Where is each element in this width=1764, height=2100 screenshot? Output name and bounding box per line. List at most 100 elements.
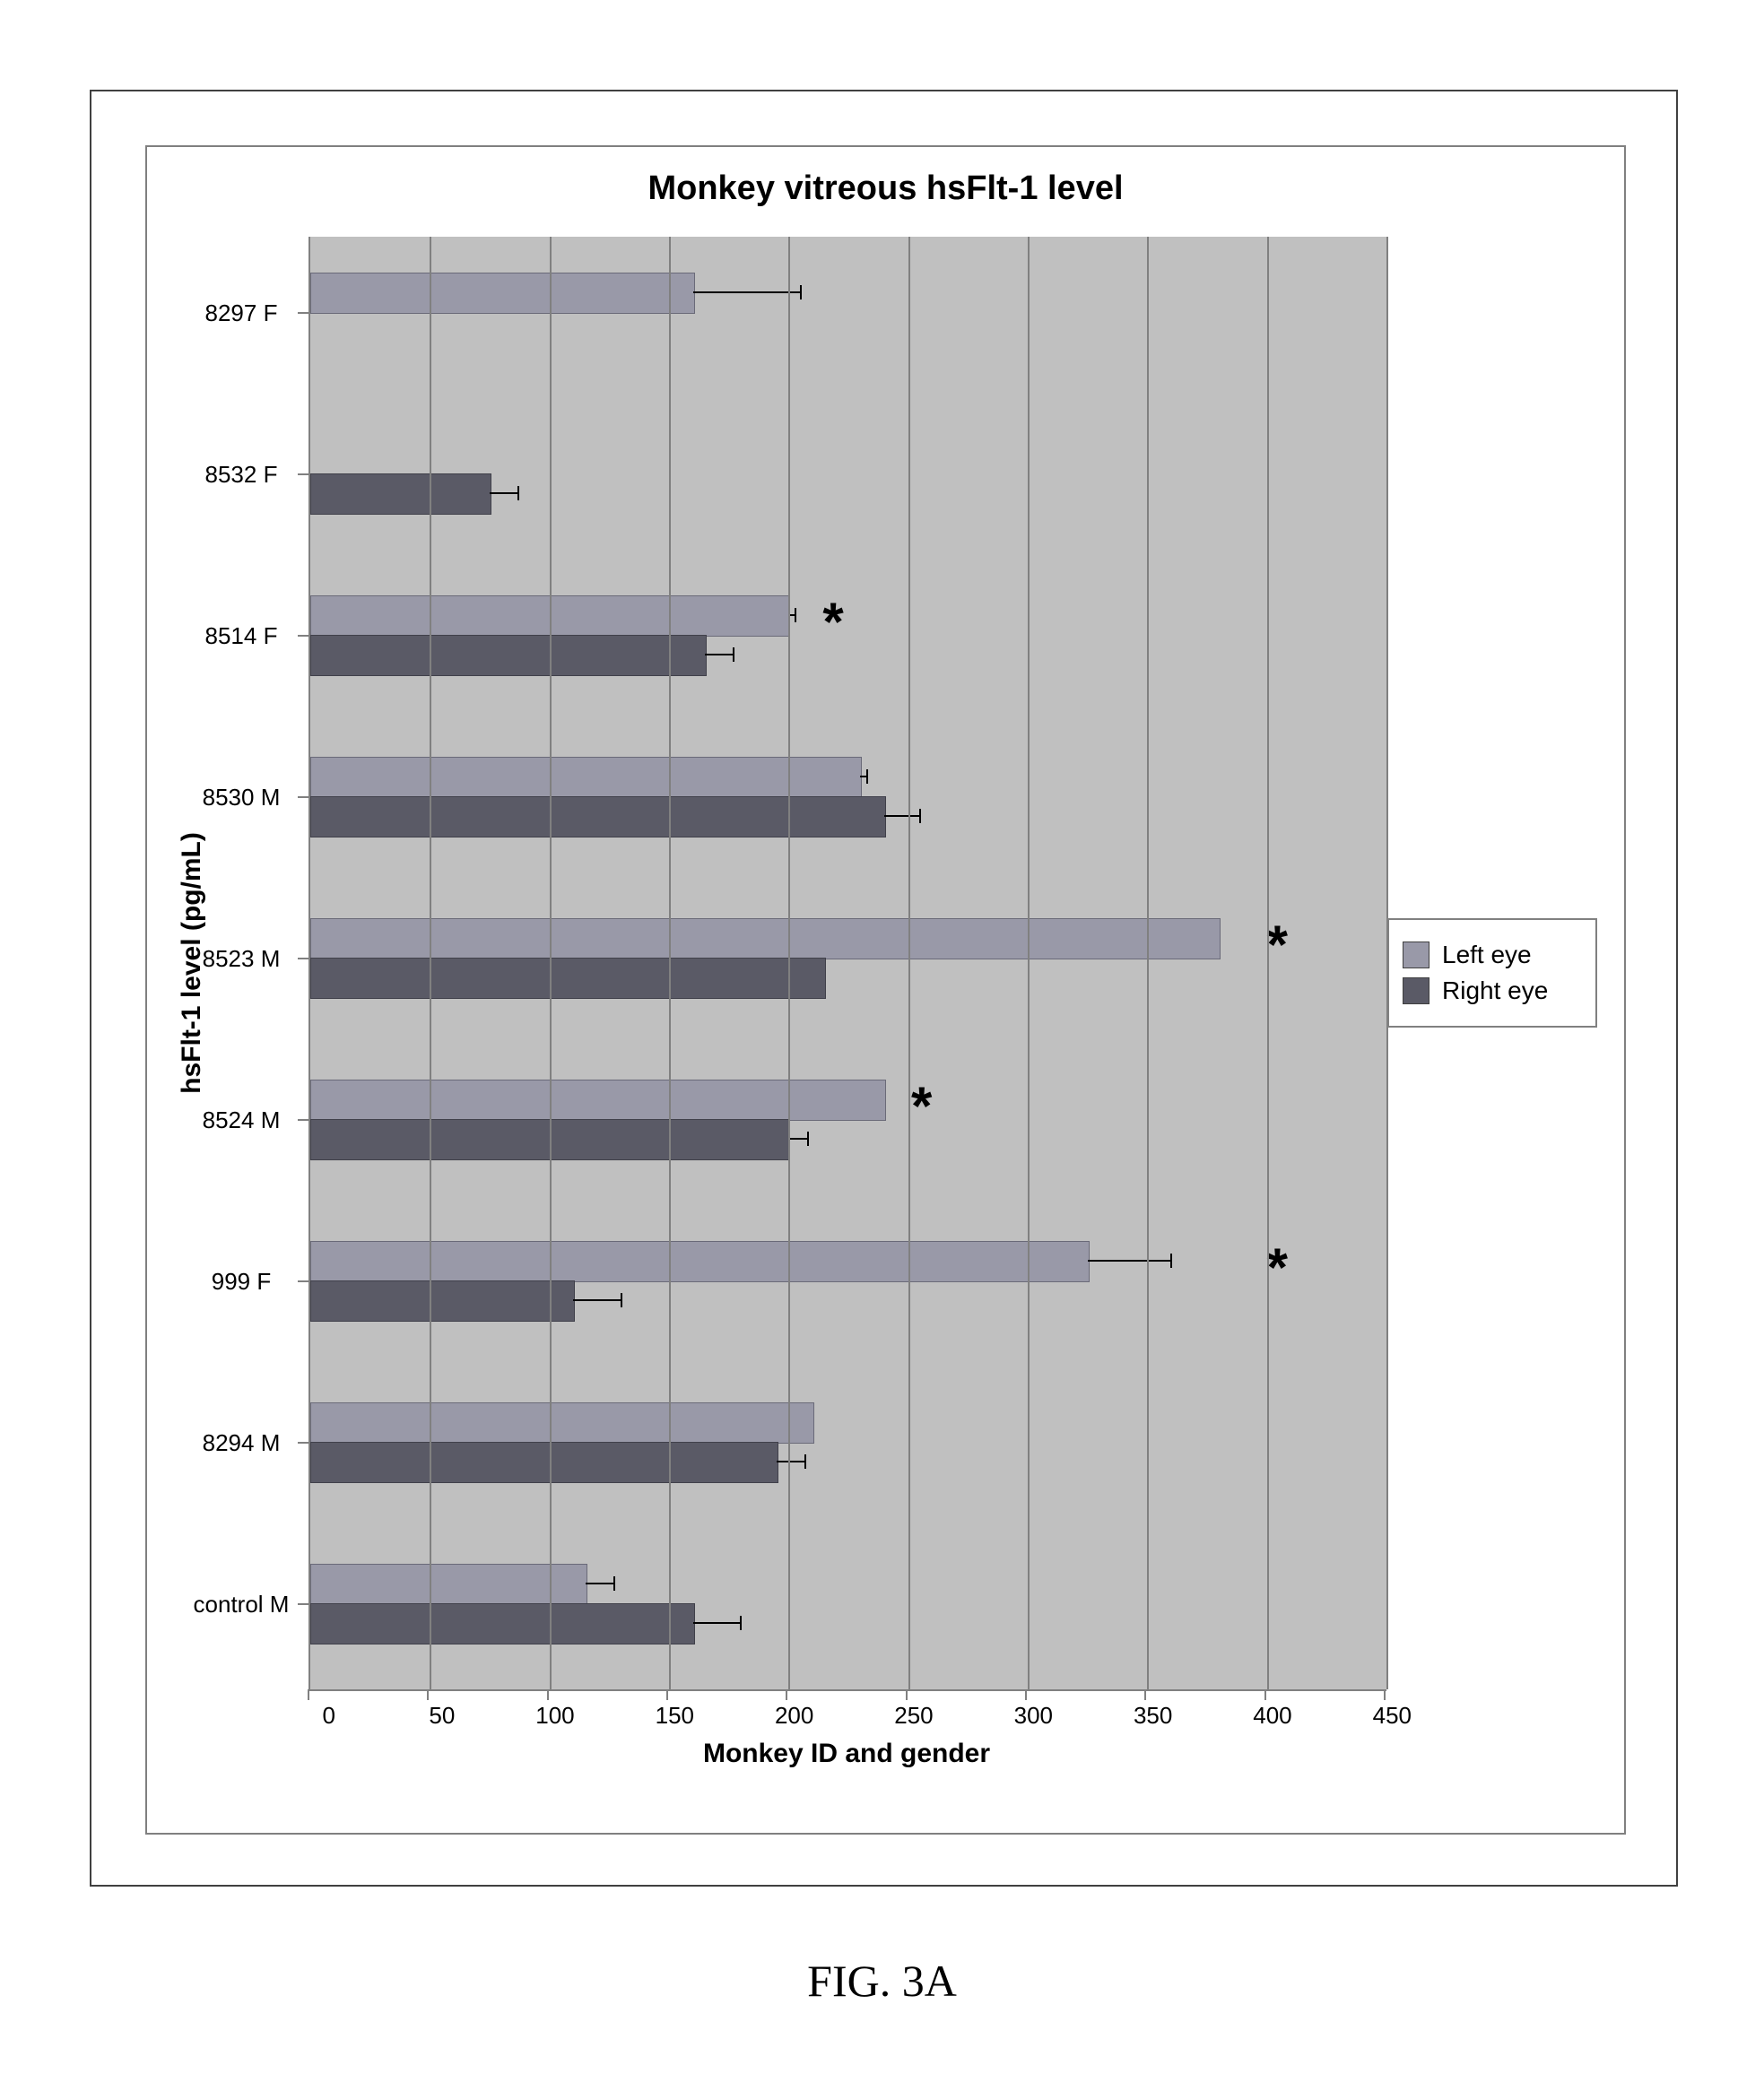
bar-left-eye [310, 918, 1221, 959]
y-tick [786, 1689, 787, 1700]
significance-asterisk: * [822, 595, 843, 649]
error-bar [490, 492, 518, 494]
y-tick-label: 150 [640, 1702, 694, 1730]
category-label: 8514 F [187, 622, 295, 650]
gridline [1028, 237, 1030, 1689]
legend-label-right-eye: Right eye [1442, 976, 1548, 1005]
y-tick [1264, 1689, 1266, 1700]
category-label: 8523 M [187, 945, 295, 973]
page: Monkey vitreous hsFlt-1 level hsFlt-1 le… [0, 0, 1764, 2100]
error-bar [573, 1299, 621, 1301]
category-tick [298, 473, 308, 475]
error-bar [777, 1461, 805, 1462]
error-bar-cap [740, 1616, 742, 1630]
gridline [1147, 237, 1149, 1689]
bar-right-eye [310, 473, 491, 515]
error-bar-cap [1170, 1254, 1172, 1268]
bar-right-eye [310, 1442, 778, 1483]
category-tick [298, 796, 308, 798]
plot-area: * * * * [308, 237, 1386, 1691]
legend-item-right-eye: Right eye [1403, 976, 1582, 1005]
significance-asterisk: * [911, 1080, 932, 1133]
bar-right-eye [310, 635, 707, 676]
category-tick [298, 1603, 308, 1605]
category-tick [298, 1119, 308, 1121]
category-tick [298, 958, 308, 959]
legend-item-left-eye: Left eye [1403, 941, 1582, 969]
category-tick [298, 635, 308, 637]
significance-asterisk: * [1267, 918, 1288, 972]
y-tick-label: 300 [999, 1702, 1053, 1730]
error-bar-cap [795, 608, 796, 622]
chart-container: Monkey vitreous hsFlt-1 level hsFlt-1 le… [145, 145, 1626, 1835]
category-tick [298, 312, 308, 314]
y-tick [1025, 1689, 1027, 1700]
y-tick-label: 250 [880, 1702, 934, 1730]
legend-label-left-eye: Left eye [1442, 941, 1532, 969]
y-tick-label: 200 [760, 1702, 813, 1730]
gridline [1267, 237, 1269, 1689]
error-bar [586, 1583, 614, 1584]
y-tick-label: 350 [1118, 1702, 1172, 1730]
x-axis-label: Monkey ID and gender [308, 1739, 1385, 1769]
error-bar [788, 1138, 807, 1140]
error-bar-cap [804, 1454, 806, 1469]
category-label: 999 F [187, 1268, 295, 1296]
y-tick-label: 0 [282, 1702, 335, 1730]
error-bar-cap [613, 1576, 615, 1591]
category-label: 8524 M [187, 1106, 295, 1134]
bar-left-eye [310, 1241, 1090, 1282]
error-bar [693, 1622, 741, 1624]
category-tick [298, 1442, 308, 1444]
category-label: control M [187, 1591, 295, 1618]
error-bar [1088, 1260, 1171, 1262]
bar-left-eye [310, 1080, 886, 1121]
error-bar-cap [733, 647, 734, 662]
y-tick-label: 100 [521, 1702, 575, 1730]
y-tick [1384, 1689, 1386, 1700]
category-label: 8294 M [187, 1429, 295, 1457]
error-bar-cap [517, 486, 519, 500]
category-tick [298, 1280, 308, 1282]
gridline [788, 237, 790, 1689]
bar-left-eye [310, 1564, 587, 1605]
y-tick-label: 50 [401, 1702, 455, 1730]
error-bar [705, 654, 734, 655]
y-tick [666, 1689, 668, 1700]
bar-right-eye [310, 1280, 575, 1322]
gridline [908, 237, 910, 1689]
y-tick-label: 450 [1358, 1702, 1412, 1730]
error-bar [884, 815, 920, 817]
y-tick [547, 1689, 549, 1700]
bar-right-eye [310, 1603, 695, 1644]
error-bar-cap [807, 1132, 809, 1146]
significance-asterisk: * [1267, 1241, 1288, 1295]
legend: Left eye Right eye [1387, 918, 1597, 1028]
y-tick-label: 400 [1238, 1702, 1292, 1730]
figure-caption: FIG. 3A [0, 1955, 1764, 2007]
bars-layer: * * * * [310, 237, 1386, 1689]
error-bar-cap [621, 1293, 622, 1307]
error-bar-cap [866, 769, 868, 784]
error-bar-cap [919, 809, 921, 823]
bar-left-eye [310, 1402, 814, 1444]
legend-swatch-left-eye [1403, 942, 1429, 968]
gridline [669, 237, 671, 1689]
y-tick [308, 1689, 309, 1700]
y-tick [1144, 1689, 1146, 1700]
outer-frame: Monkey vitreous hsFlt-1 level hsFlt-1 le… [90, 90, 1678, 1887]
bar-left-eye [310, 273, 695, 314]
bar-left-eye [310, 757, 862, 798]
category-label: 8532 F [187, 461, 295, 489]
legend-swatch-right-eye [1403, 977, 1429, 1004]
bar-right-eye [310, 796, 886, 837]
chart-title: Monkey vitreous hsFlt-1 level [147, 169, 1624, 208]
category-label: 8530 M [187, 784, 295, 811]
bar-right-eye [310, 958, 826, 999]
error-bar [693, 291, 801, 293]
y-tick [427, 1689, 429, 1700]
gridline [430, 237, 431, 1689]
y-tick [906, 1689, 908, 1700]
error-bar-cap [800, 285, 802, 299]
gridline [550, 237, 552, 1689]
